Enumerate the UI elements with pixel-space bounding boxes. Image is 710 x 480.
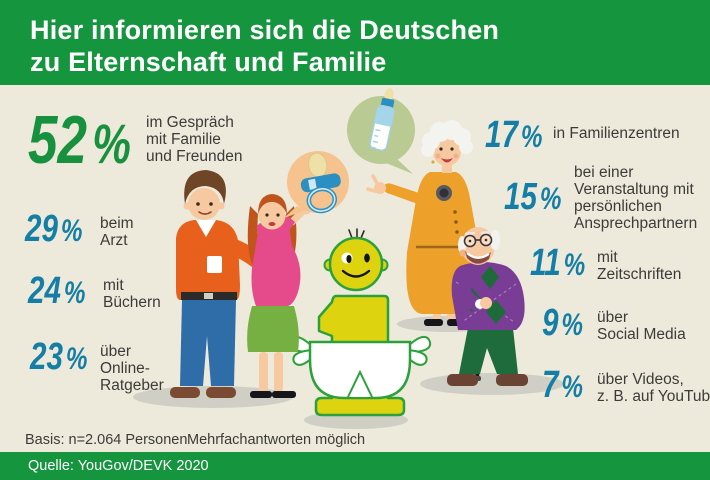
footer-bar: Quelle: YouGov/DEVK 2020 — [0, 452, 710, 480]
speech-bubble-pacifier — [284, 151, 349, 218]
white-hair — [421, 120, 473, 157]
percent-sign: % — [92, 113, 131, 175]
percent-sign: % — [65, 341, 88, 376]
stat-label: bei einer Veranstaltung mit persönlichen… — [574, 164, 698, 232]
percent-sign: % — [60, 213, 83, 248]
stat-value: 23% — [30, 336, 88, 378]
stat-value: 17% — [485, 114, 543, 156]
stat-value: 7% — [542, 364, 584, 406]
stat-value: 52% — [28, 102, 131, 178]
stat-value: 11% — [530, 242, 586, 284]
pacifier-icon — [300, 152, 341, 214]
baby-bottle-icon — [369, 88, 395, 152]
stat-value: 9% — [542, 302, 584, 344]
stat-label: beim Arzt — [100, 215, 134, 249]
header-bar: Hier informieren sich die Deutschen zu E… — [0, 0, 710, 85]
stat-value: 29% — [25, 208, 83, 250]
percent-sign: % — [563, 247, 586, 282]
source-text: Quelle: YouGov/DEVK 2020 — [28, 458, 209, 474]
father-figure — [170, 170, 260, 398]
percent-sign: % — [63, 275, 86, 310]
stat-label: über Social Media — [597, 309, 686, 343]
basis-note: Basis: n=2.064 Personen — [25, 432, 188, 448]
stat-value: 15% — [504, 176, 562, 218]
stat-label: mit Zeitschriften — [597, 249, 682, 283]
stat-label: über Videos, z. B. auf YouTube — [597, 371, 710, 405]
diaper — [288, 335, 432, 400]
stat-label: in Familienzentren — [553, 125, 680, 142]
grandfather-figure — [447, 227, 528, 386]
stat-value: 24% — [28, 270, 86, 312]
stat-label: über Online- Ratgeber — [100, 343, 164, 394]
stat-label: mit Büchern — [103, 277, 161, 311]
stat-label: im Gespräch mit Familie und Freunden — [146, 114, 243, 165]
multi-answer-note: Mehrfachantworten möglich — [187, 432, 366, 448]
percent-sign: % — [561, 369, 584, 404]
percent-sign: % — [561, 307, 584, 342]
speech-bubble-bottle — [347, 88, 415, 174]
percent-sign: % — [539, 181, 562, 216]
percent-sign: % — [520, 119, 543, 154]
page-title: Hier informieren sich die Deutschen zu E… — [30, 15, 500, 77]
baby-i-figure — [288, 228, 432, 417]
